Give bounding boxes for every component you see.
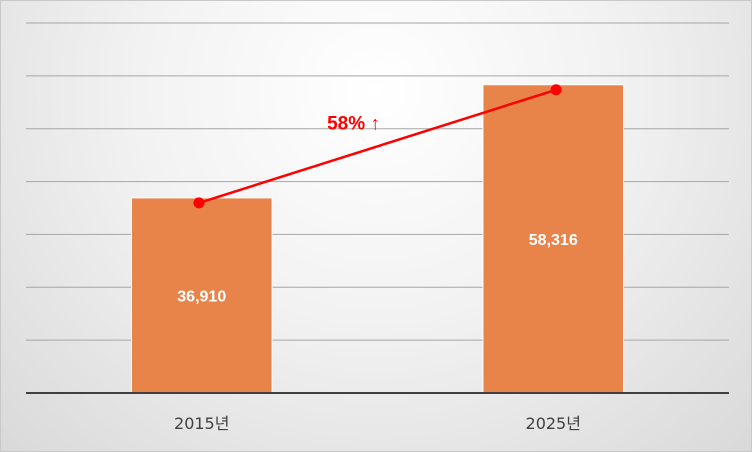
bars: 36,910 58,316 — [130, 84, 625, 394]
x-tick-label: 2015년 — [174, 414, 229, 433]
trend-point — [550, 84, 562, 96]
growth-annotation: 58% ↑ — [327, 113, 380, 134]
x-tick-labels: 2015년 2025년 — [174, 414, 581, 433]
trend-line — [198, 88, 557, 205]
x-tick-label: 2025년 — [526, 414, 581, 433]
data-label: 36,910 — [177, 288, 226, 305]
trend-line-group — [193, 84, 562, 209]
data-label: 58,316 — [529, 232, 578, 249]
trend-point — [193, 197, 205, 209]
bar — [482, 84, 625, 394]
